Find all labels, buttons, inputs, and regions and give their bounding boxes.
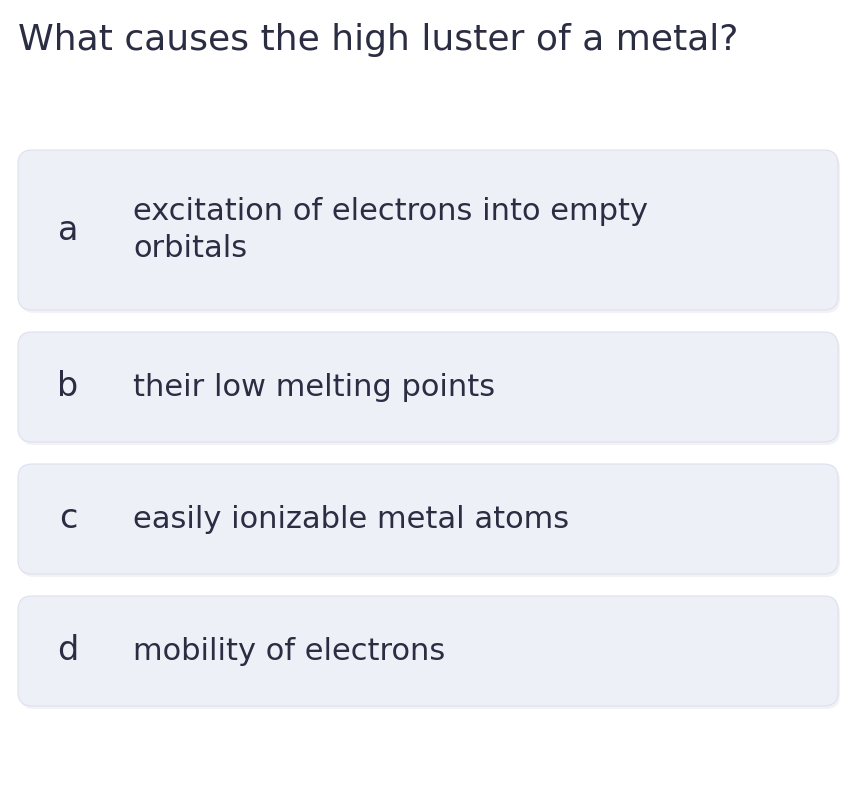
FancyBboxPatch shape (18, 596, 838, 706)
FancyBboxPatch shape (20, 467, 840, 577)
Text: b: b (57, 371, 79, 403)
FancyBboxPatch shape (18, 332, 838, 442)
Text: a: a (57, 214, 78, 246)
Text: c: c (59, 502, 77, 535)
FancyBboxPatch shape (20, 599, 840, 709)
Text: easily ionizable metal atoms: easily ionizable metal atoms (133, 505, 569, 534)
FancyBboxPatch shape (18, 150, 838, 310)
FancyBboxPatch shape (20, 153, 840, 313)
Text: mobility of electrons: mobility of electrons (133, 637, 445, 665)
Text: What causes the high luster of a metal?: What causes the high luster of a metal? (18, 23, 739, 57)
FancyBboxPatch shape (18, 464, 838, 574)
Text: their low melting points: their low melting points (133, 372, 495, 402)
Text: d: d (57, 634, 79, 668)
FancyBboxPatch shape (20, 335, 840, 445)
Text: excitation of electrons into empty
orbitals: excitation of electrons into empty orbit… (133, 197, 648, 263)
